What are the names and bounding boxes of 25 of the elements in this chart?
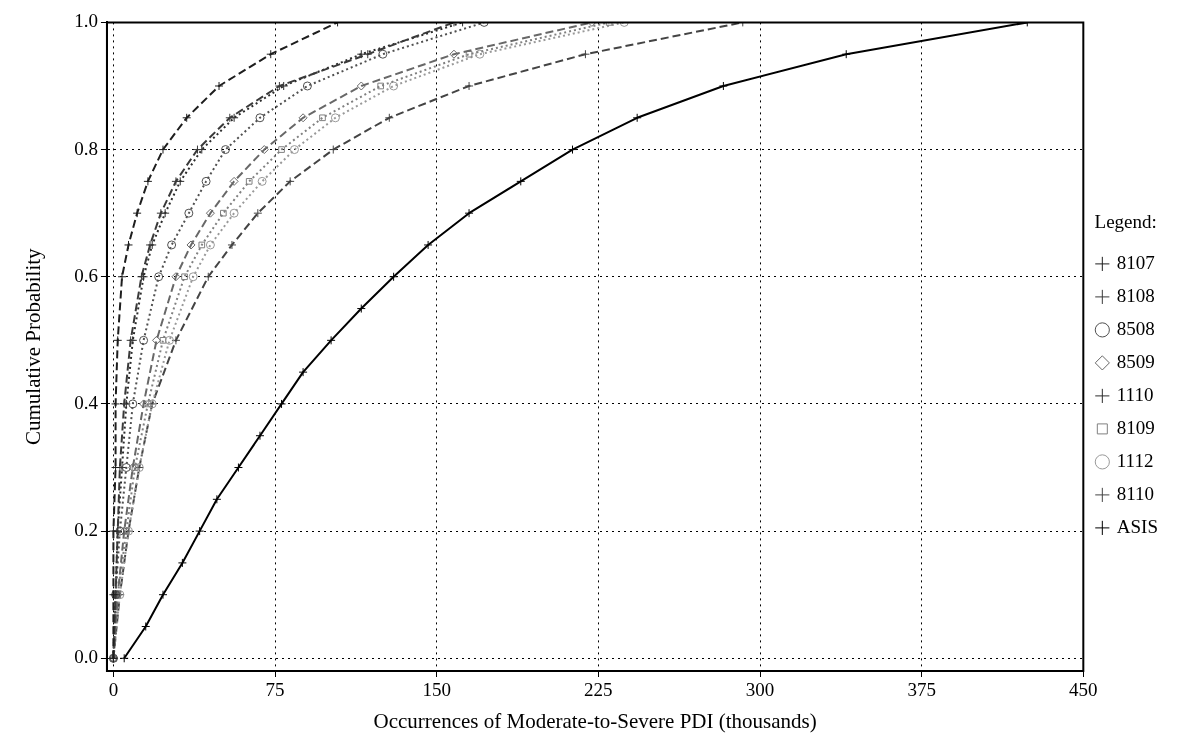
legend-label: 8509 bbox=[1116, 350, 1155, 372]
legend-label: 1110 bbox=[1116, 383, 1154, 405]
legend-label: 8108 bbox=[1116, 284, 1155, 306]
y-tick-label: 0.2 bbox=[74, 519, 98, 541]
legend-title: Legend: bbox=[1094, 211, 1157, 233]
y-tick-label: 0.6 bbox=[74, 264, 98, 286]
legend-label: 8508 bbox=[1116, 317, 1155, 339]
x-tick-label: 375 bbox=[907, 679, 936, 701]
legend-label: 8110 bbox=[1116, 482, 1155, 504]
y-tick-label: 0.0 bbox=[74, 646, 98, 668]
x-tick-label: 75 bbox=[265, 679, 285, 701]
legend-label: 1112 bbox=[1116, 449, 1154, 471]
y-tick-label: 0.4 bbox=[74, 391, 99, 413]
legend-label: 8107 bbox=[1116, 251, 1155, 273]
y-tick-label: 0.8 bbox=[74, 137, 98, 159]
x-tick-label: 300 bbox=[745, 679, 775, 701]
x-tick-label: 150 bbox=[422, 679, 451, 701]
x-tick-label: 0 bbox=[108, 679, 119, 701]
x-axis-title: Occurrences of Moderate-to-Severe PDI (thousands) bbox=[373, 708, 817, 733]
legend-label: 8109 bbox=[1116, 416, 1155, 438]
y-tick-label: 1.0 bbox=[74, 10, 98, 32]
legend-label: ASIS bbox=[1116, 515, 1159, 537]
x-tick-label: 450 bbox=[1069, 679, 1098, 701]
y-axis-title: Cumulative Probability bbox=[21, 247, 46, 445]
x-tick-label: 225 bbox=[584, 679, 613, 701]
